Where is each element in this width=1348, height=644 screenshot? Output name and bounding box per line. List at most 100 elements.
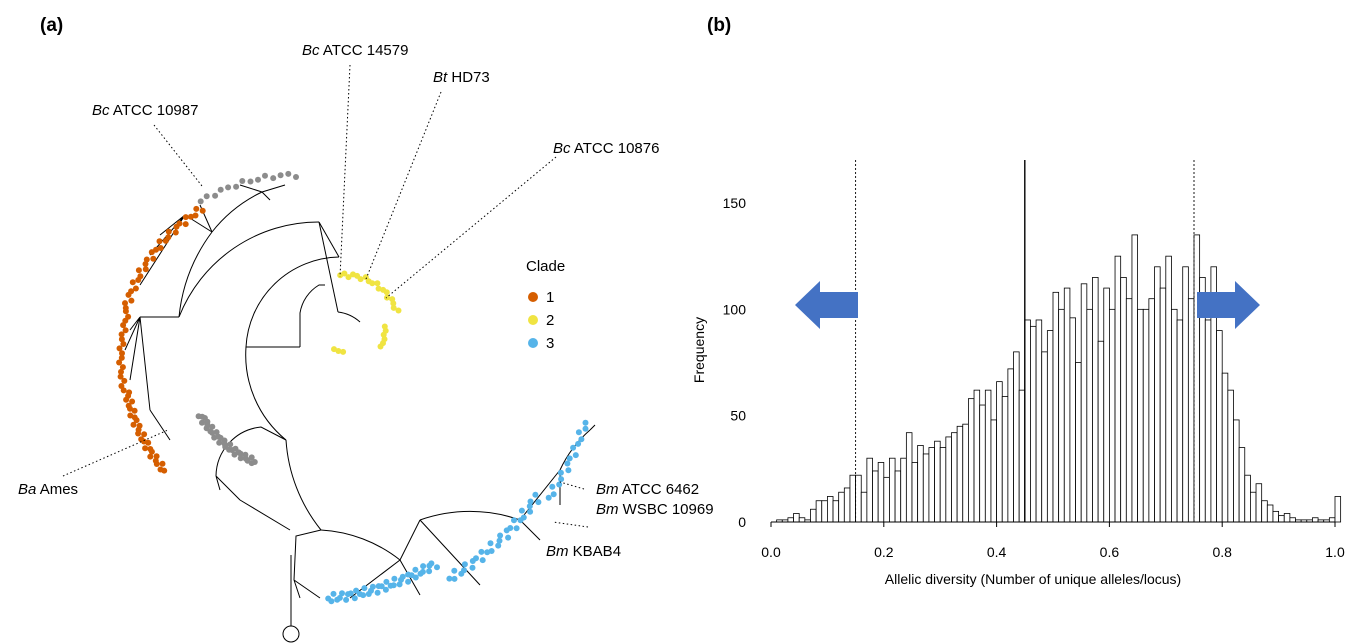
clade-3-tips [325, 419, 589, 605]
legend-swatch-clade-3 [528, 338, 538, 348]
clade-1-tip [153, 453, 160, 460]
unassigned-tip [242, 451, 249, 458]
histogram-bar [1058, 308, 1065, 523]
annotation-leaders [62, 64, 589, 528]
clade-1-tip [137, 273, 144, 280]
histogram-bar [1046, 330, 1054, 523]
legend-swatch-clade-2 [528, 315, 538, 325]
clade-3-tip [343, 596, 350, 603]
annotation-bm-atcc-6462: Bm ATCC 6462 [596, 481, 699, 498]
clade-2-tip [395, 307, 402, 314]
unassigned-tip [248, 454, 255, 461]
unassigned-tip [247, 178, 254, 185]
clade-1-tip [118, 336, 125, 343]
clade-1-tip [192, 212, 199, 219]
clade-1-tip [122, 308, 129, 315]
clade-1-tips [116, 205, 206, 474]
histogram-bar [1114, 255, 1122, 523]
unassigned-tip [270, 175, 277, 182]
clade-1-tip [142, 266, 149, 273]
histogram-bar [922, 453, 930, 523]
histogram-bar [1171, 308, 1178, 523]
clade-1-tip [136, 422, 143, 429]
clade-3-tip [578, 436, 585, 443]
clade-1-tip [121, 377, 128, 384]
clade-2-tips [331, 270, 402, 355]
clade-1-tip [122, 300, 128, 307]
legend-title: Clade [526, 258, 565, 275]
clade-1-tip [120, 387, 127, 394]
clade-3-tip [428, 560, 435, 567]
clade-3-tip [412, 574, 419, 581]
x-tick-label: 0.6 [1100, 544, 1120, 560]
clade-3-tip [391, 575, 398, 582]
y-axis-ticks: 0 50 100 150 [723, 195, 747, 530]
clade-3-tip [419, 568, 426, 575]
annotation-bc-atcc-14579: Bc ATCC 14579 [302, 42, 408, 59]
annotation-ba-ames: Ba Ames [18, 481, 78, 498]
clade-2-tip [341, 270, 348, 277]
histogram-bar [849, 474, 857, 523]
clade-3-tip [461, 561, 468, 568]
histogram-bar [827, 496, 834, 523]
clade-1-tip [125, 313, 132, 320]
clade-1-tip [118, 354, 125, 361]
unassigned-tip [212, 192, 219, 199]
clade-3-tip [420, 563, 427, 570]
y-tick-label: 50 [730, 408, 746, 424]
histogram-bar [905, 432, 913, 523]
clade-1-tip [120, 341, 127, 347]
unassigned-tip [209, 423, 216, 430]
clade-1-tip [126, 389, 133, 396]
histogram-bar [928, 447, 935, 523]
histogram-bar [1013, 351, 1020, 523]
annotation-bm-wsbc-10969: Bm WSBC 10969 [596, 501, 714, 518]
unassigned-tip [285, 170, 292, 177]
clade-3-tip [575, 429, 582, 436]
clade-3-tip [566, 455, 573, 462]
clade-3-tip [328, 598, 335, 605]
clade-3-tip [570, 444, 577, 451]
histogram-bar [1176, 319, 1184, 523]
histogram-bar [1182, 266, 1189, 523]
histogram-bar [1052, 291, 1060, 523]
histogram-bar [1283, 513, 1291, 523]
histogram-bar [1289, 517, 1296, 523]
clade-1-tip [193, 205, 200, 212]
clade-3-tip [518, 507, 525, 514]
clade-1-tip [165, 228, 172, 235]
clade-3-tip [347, 590, 354, 597]
histogram-bar [934, 440, 941, 523]
histogram-bar [793, 513, 800, 523]
histogram-bar [962, 423, 969, 523]
clade-1-tip [119, 350, 125, 357]
histogram-bar [832, 500, 840, 523]
clade-1-tip [182, 221, 189, 228]
histogram-bar [815, 500, 823, 523]
clade-1-tip [132, 285, 139, 292]
clade-3-tip [469, 564, 476, 571]
clade-1-tip [188, 213, 194, 220]
unassigned-tips [195, 170, 299, 467]
histogram-bar [1030, 325, 1037, 523]
clade-3-tip [383, 578, 390, 585]
histogram-bar [945, 436, 952, 523]
unassigned-tip [255, 176, 261, 183]
histogram-bar [1148, 298, 1155, 523]
clade-3-tip [451, 567, 458, 574]
unassigned-tip [197, 198, 204, 205]
histogram-bar [1193, 234, 1201, 523]
clade-1-tip [119, 364, 126, 371]
clade-2-tip [345, 274, 352, 281]
histogram-bar [798, 517, 806, 523]
clade-3-tip [374, 589, 381, 596]
histogram-bar [1001, 396, 1009, 523]
histogram-bar [1312, 517, 1319, 523]
clade-1-tip [117, 373, 124, 380]
x-axis-label: Allelic diversity (Number of unique alle… [885, 571, 1181, 587]
clade-1-tip [127, 412, 134, 419]
clade-3-tip [545, 494, 552, 501]
histogram-bar [939, 447, 947, 523]
histogram-bar [1103, 287, 1110, 523]
unassigned-tip [211, 434, 218, 441]
